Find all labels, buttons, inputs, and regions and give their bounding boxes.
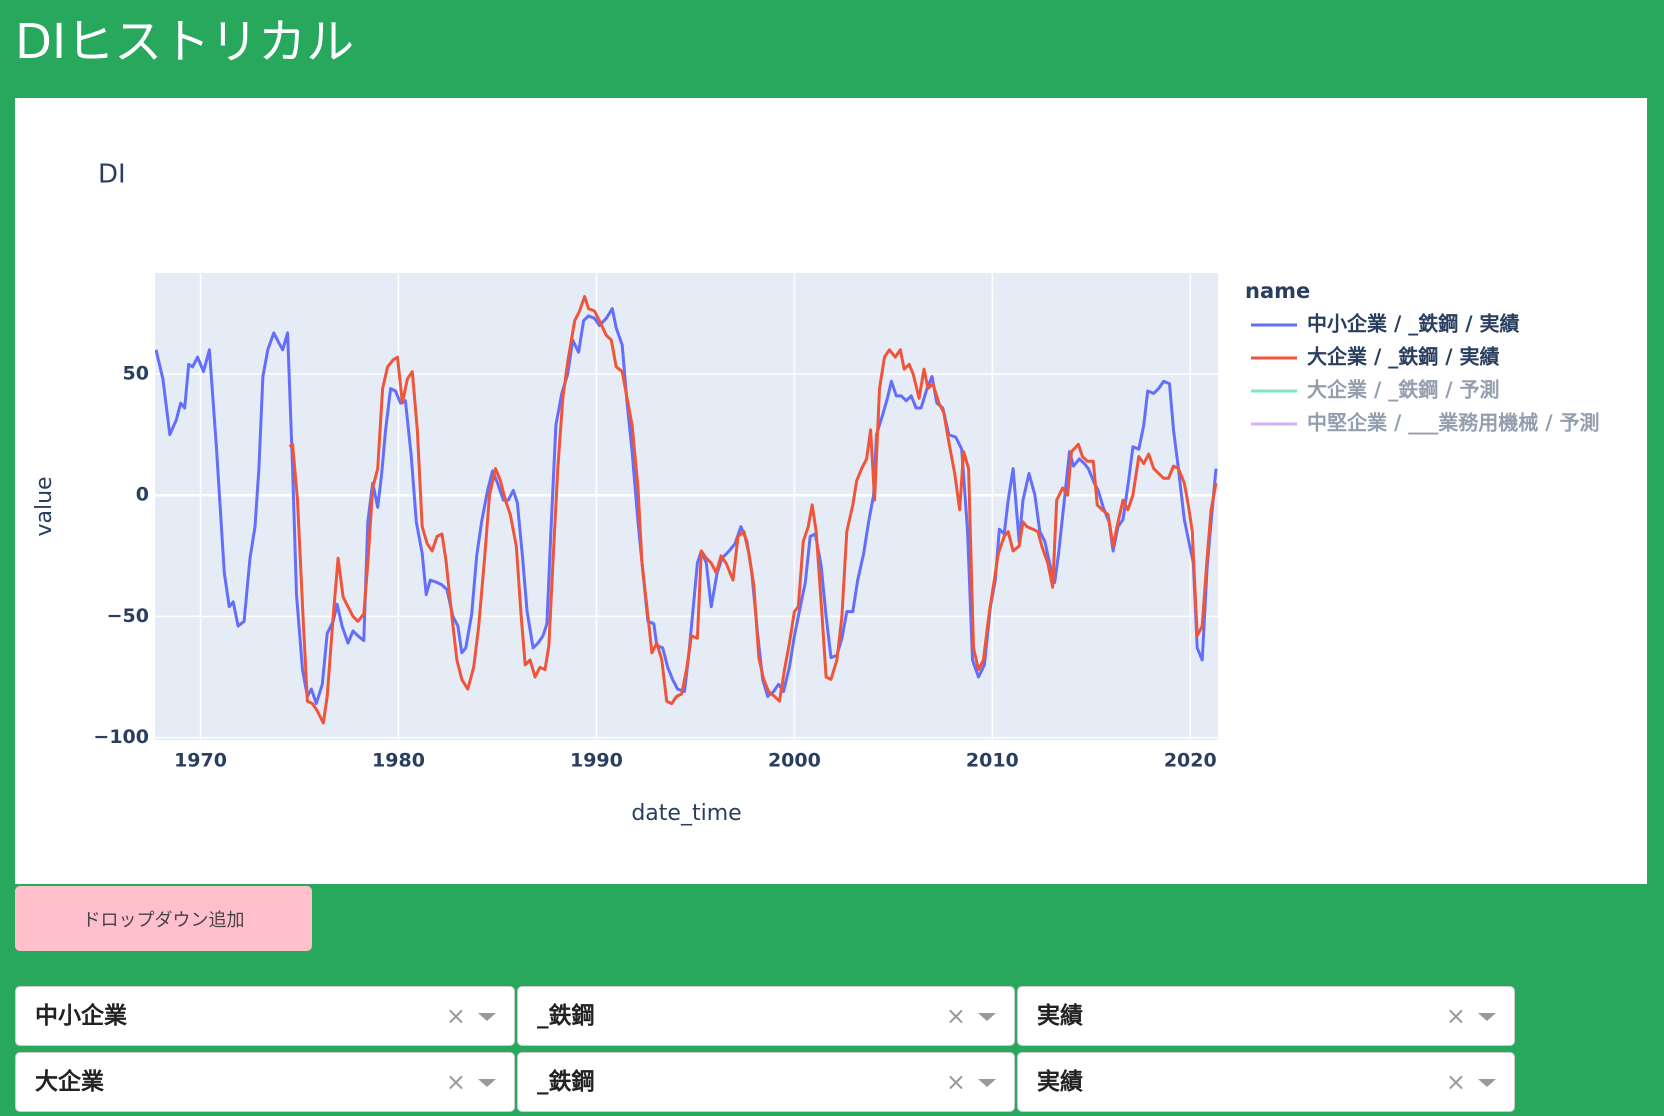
dropdown-value: 実績 (1037, 1003, 1083, 1029)
legend-label: 中小企業 / _鉄鋼 / 実績 (1307, 312, 1519, 336)
dropdown-value: _鉄鋼 (537, 1003, 595, 1029)
dropdown-value: 実績 (1037, 1069, 1083, 1095)
legend-label: 大企業 / _鉄鋼 / 実績 (1307, 345, 1499, 369)
x-tick-label: 2020 (1164, 750, 1217, 772)
dropdown[interactable]: 実績 × (1017, 986, 1515, 1046)
clear-icon[interactable]: × (1445, 1068, 1466, 1096)
legend-label: 中堅企業 / ___業務用機械 / 予測 (1307, 411, 1599, 435)
y-tick-label: −50 (107, 605, 149, 627)
chart: DI 1970 1980 1990 2000 2010 2020 −100 −50 0 50 date… (32, 160, 1599, 827)
dropdown[interactable]: _鉄鋼 × (517, 986, 1015, 1046)
y-tick-label: −100 (93, 726, 149, 748)
x-tick-label: 1980 (372, 750, 425, 772)
y-tick-label: 0 (136, 484, 149, 506)
x-tick-label: 2010 (966, 750, 1019, 772)
clear-icon[interactable]: × (445, 1068, 466, 1096)
series-line (288, 295, 1218, 725)
dropdown-arrow[interactable] (478, 1079, 496, 1087)
legend-title: name (1245, 279, 1310, 303)
dropdown[interactable]: 中小企業 × (15, 986, 515, 1046)
legend-label: 大企業 / _鉄鋼 / 予測 (1307, 378, 1499, 402)
clear-icon[interactable]: × (945, 1068, 966, 1096)
dropdown[interactable]: _鉄鋼 × (517, 1052, 1015, 1112)
x-axis-label: date_time (631, 801, 741, 826)
dropdown-value: _鉄鋼 (537, 1069, 595, 1095)
dropdown-arrow[interactable] (1478, 1079, 1496, 1087)
dropdown[interactable]: 実績 × (1017, 1052, 1515, 1112)
chart-panel: DI 1970 1980 1990 2000 2010 2020 −100 −50 0 50 date… (15, 98, 1647, 884)
chart-title: DI (98, 160, 126, 190)
y-tick-label: 50 (123, 363, 149, 385)
dropdown-arrow[interactable] (978, 1079, 996, 1087)
page-title: DIヒストリカル (15, 14, 355, 70)
dropdown[interactable]: 大企業 × (15, 1052, 515, 1112)
dropdown-arrow[interactable] (1478, 1013, 1496, 1021)
clear-icon[interactable]: × (445, 1002, 466, 1030)
dropdown-value: 中小企業 (35, 1003, 127, 1029)
add-dropdown-button[interactable]: ドロップダウン追加 (15, 886, 312, 951)
clear-icon[interactable]: × (945, 1002, 966, 1030)
dropdown-value: 大企業 (35, 1069, 104, 1095)
y-axis-label: value (32, 476, 57, 536)
clear-icon[interactable]: × (1445, 1002, 1466, 1030)
x-tick-label: 1990 (570, 750, 623, 772)
dropdown-arrow[interactable] (478, 1013, 496, 1021)
x-tick-label: 2000 (768, 750, 821, 772)
dropdown-arrow[interactable] (978, 1013, 996, 1021)
x-tick-label: 1970 (174, 750, 227, 772)
